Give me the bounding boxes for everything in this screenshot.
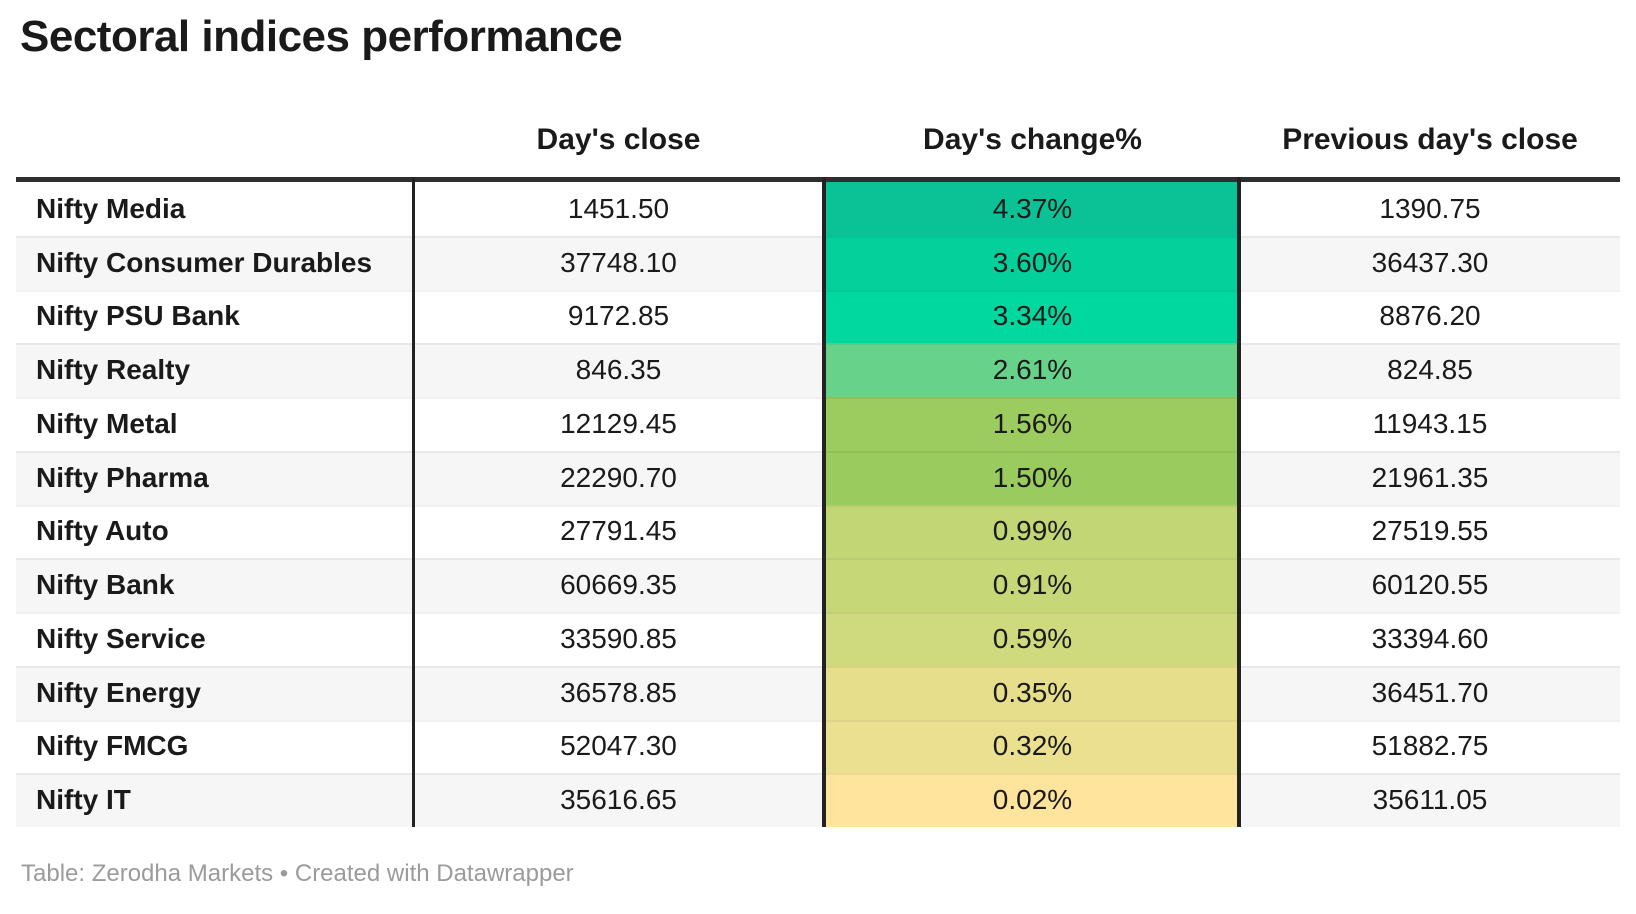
row-label: Nifty Service [16, 612, 412, 666]
row-label: Nifty PSU Bank [16, 290, 412, 344]
days-change-cell: 0.02% [825, 773, 1240, 827]
days-change-cell: 0.35% [825, 665, 1240, 720]
days-change-cell: 1.50% [825, 450, 1240, 505]
data-table: Nifty Media 1451.50 4.37% 1390.75 Nifty … [16, 177, 1620, 827]
previous-close-value: 27519.55 [1240, 505, 1620, 559]
previous-close-value: 1390.75 [1379, 192, 1481, 224]
row-label: Nifty Auto [16, 505, 412, 559]
days-change-cell: 4.37% [825, 182, 1240, 236]
row-label: Nifty Media [36, 192, 186, 224]
table-row: Nifty Consumer Durables 37748.10 3.60% 3… [16, 235, 1620, 290]
table-row: Nifty IT 35616.65 0.02% 35611.05 [16, 773, 1620, 827]
table-row: Nifty Auto 27791.45 0.99% 27519.55 [16, 504, 1620, 559]
days-change-cell: 1.56% [825, 397, 1240, 451]
row-label: Nifty FMCG [16, 720, 412, 774]
row-label: Nifty Bank [16, 558, 412, 612]
previous-close-value: 36451.70 [1240, 665, 1620, 720]
row-label: Nifty Consumer Durables [16, 235, 412, 290]
days-close-value: 35616.65 [412, 773, 825, 827]
previous-close-value: 8876.20 [1240, 290, 1620, 344]
days-close-value: 9172.85 [412, 290, 825, 344]
table-row: Nifty Pharma 22290.70 1.50% 21961.35 [16, 450, 1620, 505]
days-close-value: 60669.35 [412, 558, 825, 612]
previous-close-value: 21961.35 [1240, 450, 1620, 505]
days-close-value: 12129.45 [412, 397, 825, 451]
table-row: Nifty FMCG 52047.30 0.32% 51882.75 [16, 719, 1620, 774]
col-header-days-close: Day's close [536, 123, 701, 156]
days-close-value: 37748.10 [412, 235, 825, 290]
days-close-value: 52047.30 [412, 720, 825, 774]
days-change-cell: 3.60% [825, 235, 1240, 290]
previous-close-value: 60120.55 [1240, 558, 1620, 612]
table-row: Nifty Metal 12129.45 1.56% 11943.15 [16, 397, 1620, 451]
previous-close-value: 36437.30 [1240, 235, 1620, 290]
col-header-previous-close: Previous day's close [1282, 123, 1578, 156]
previous-close-value: 11943.15 [1240, 397, 1620, 451]
row-label: Nifty Pharma [16, 450, 412, 505]
days-change-cell: 0.59% [825, 612, 1240, 666]
days-change-cell: 0.32% [825, 719, 1240, 774]
table-top-border [16, 177, 1620, 182]
previous-close-value: 824.85 [1240, 343, 1620, 397]
row-label: Nifty Metal [16, 397, 412, 451]
attribution-credit: Table: Zerodha Markets • Created with Da… [21, 860, 574, 887]
previous-close-value: 51882.75 [1240, 720, 1620, 774]
row-label: Nifty Realty [16, 343, 412, 397]
row-label: Nifty IT [16, 773, 412, 827]
table-header-row: Day's close Day's change% Previous day's… [16, 108, 1620, 172]
table-body: Nifty Media 1451.50 4.37% 1390.75 Nifty … [16, 182, 1620, 827]
column-divider-2 [822, 177, 826, 827]
row-label: Nifty Energy [16, 665, 412, 720]
previous-close-value: 35611.05 [1240, 773, 1620, 827]
days-close-value: 1451.50 [567, 192, 670, 224]
days-close-value: 27791.45 [412, 505, 825, 559]
col-header-days-change: Day's change% [923, 123, 1142, 156]
table-row: Nifty Media 1451.50 4.37% 1390.75 [16, 182, 1620, 236]
days-change-cell: 0.99% [825, 504, 1240, 559]
table-row: Nifty Energy 36578.85 0.35% 36451.70 [16, 665, 1620, 720]
table-row: Nifty Bank 60669.35 0.91% 60120.55 [16, 558, 1620, 612]
days-close-value: 33590.85 [412, 612, 825, 666]
days-change-cell: 2.61% [825, 343, 1240, 397]
col-header-blank [16, 108, 412, 172]
page-title: Sectoral indices performance [20, 12, 623, 61]
days-close-value: 36578.85 [412, 665, 825, 720]
table-row: Nifty PSU Bank 9172.85 3.34% 8876.20 [16, 289, 1620, 344]
table-row: Nifty Service 33590.85 0.59% 33394.60 [16, 612, 1620, 666]
column-divider-1 [412, 177, 415, 827]
days-close-value: 846.35 [412, 343, 825, 397]
previous-close-value: 33394.60 [1240, 612, 1620, 666]
table-row: Nifty Realty 846.35 2.61% 824.85 [16, 343, 1620, 397]
days-change-cell: 3.34% [825, 289, 1240, 344]
column-divider-3 [1237, 177, 1241, 827]
days-change-cell: 0.91% [825, 558, 1240, 612]
days-close-value: 22290.70 [412, 450, 825, 505]
